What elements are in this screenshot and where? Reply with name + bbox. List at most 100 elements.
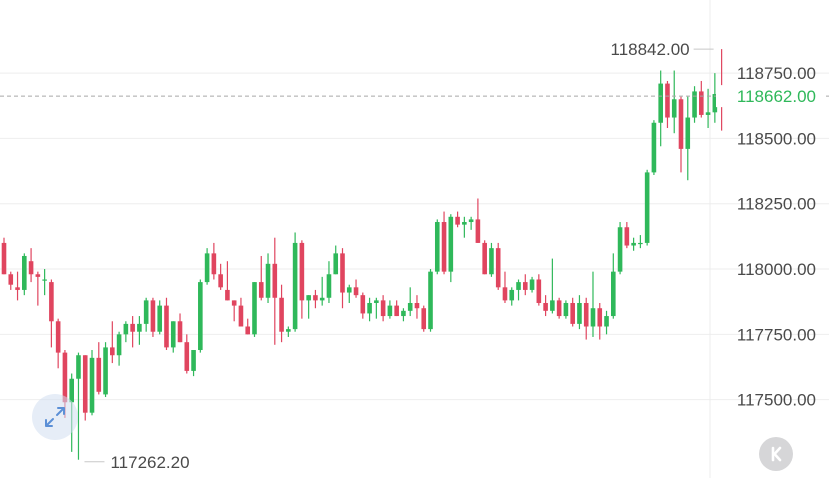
candle	[448, 214, 454, 283]
candle	[279, 284, 284, 343]
high-low-markers: 118842.00 117262.20	[84, 40, 714, 472]
candle	[96, 342, 102, 395]
candle	[563, 300, 569, 319]
candle	[644, 169, 650, 246]
candle-body	[360, 295, 366, 314]
candle-body	[387, 305, 393, 317]
candle-body	[15, 287, 20, 290]
candle	[468, 216, 474, 230]
candle-body	[638, 242, 643, 245]
candle-body	[631, 242, 636, 246]
candle-body	[475, 219, 481, 243]
candle	[191, 350, 196, 377]
candle	[177, 313, 183, 343]
candle-body	[143, 300, 149, 324]
candle-body	[191, 350, 196, 371]
expand-button[interactable]	[32, 394, 78, 440]
candle-body	[583, 302, 589, 327]
candle-body	[590, 308, 596, 327]
candle	[218, 263, 223, 290]
candle	[550, 258, 555, 314]
candle	[198, 279, 203, 353]
candle	[35, 271, 41, 306]
candle	[265, 253, 271, 303]
candle	[170, 321, 176, 353]
candle-body	[665, 83, 670, 118]
candle	[428, 269, 433, 332]
candle-body	[604, 316, 609, 327]
candle-body	[292, 242, 298, 330]
candle-body	[644, 172, 650, 243]
candle-body	[529, 279, 535, 290]
candle-body	[55, 321, 61, 353]
expand-arrows-icon	[45, 407, 65, 427]
candle	[577, 295, 582, 330]
candle-body	[658, 83, 663, 123]
candle-body	[428, 271, 433, 330]
candle-body	[211, 253, 217, 275]
candle	[611, 253, 616, 319]
candle	[529, 276, 535, 293]
candle	[15, 271, 20, 301]
candle	[502, 271, 508, 303]
candle	[516, 279, 521, 301]
candle	[522, 274, 528, 296]
low-label: 117262.20	[110, 453, 189, 472]
candle-body	[407, 302, 413, 311]
candle-body	[577, 302, 582, 324]
candle	[8, 271, 14, 290]
candle-body	[204, 253, 210, 283]
candle-body	[150, 300, 156, 332]
candle-body	[103, 347, 108, 395]
candle-body	[455, 216, 460, 225]
candle-body	[651, 122, 657, 173]
current-price-label: 118662.00	[737, 87, 816, 106]
candle-body	[550, 300, 555, 311]
candle-body	[22, 255, 27, 290]
candle	[509, 287, 515, 306]
candle-body	[401, 310, 406, 317]
candle	[495, 242, 501, 290]
candle-body	[611, 271, 616, 317]
logo-k-button[interactable]	[759, 437, 793, 471]
candle	[441, 211, 447, 275]
candle-body	[218, 274, 223, 288]
candle-body	[380, 300, 386, 317]
candle-body	[35, 274, 41, 277]
candle	[543, 295, 548, 317]
candle-body	[69, 378, 74, 403]
candle-body	[164, 305, 169, 348]
candle	[374, 297, 379, 319]
candle-body	[414, 302, 420, 309]
candle-body	[299, 242, 305, 301]
candle	[414, 295, 420, 319]
candle	[42, 269, 47, 296]
candle-body	[225, 289, 230, 301]
candle	[665, 80, 670, 128]
candle	[489, 242, 494, 277]
candle-body	[462, 222, 467, 225]
candle	[164, 297, 169, 351]
candle	[590, 271, 596, 337]
candle	[252, 282, 257, 337]
candle-body	[272, 263, 278, 298]
candle-body	[671, 99, 677, 118]
candle-body	[394, 305, 399, 317]
candle-body	[333, 253, 339, 275]
candle-body	[367, 302, 372, 314]
candle	[712, 73, 718, 123]
candle-body	[326, 274, 332, 298]
candle	[184, 334, 190, 374]
candle-body	[468, 219, 474, 223]
candle	[130, 316, 135, 348]
candle	[137, 316, 142, 345]
candle-body	[123, 323, 129, 335]
candle-body	[170, 321, 176, 348]
candles	[1, 49, 724, 460]
candle-body	[441, 222, 447, 272]
candle-body	[110, 347, 115, 356]
candle-body	[76, 355, 81, 379]
candle-body	[556, 300, 562, 317]
candle	[360, 292, 366, 319]
